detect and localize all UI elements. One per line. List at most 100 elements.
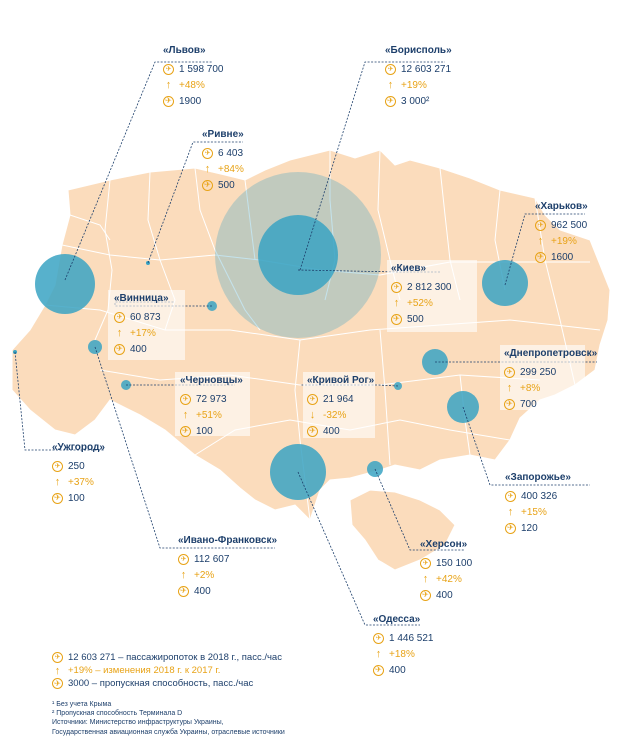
city-name: «Ужгород» — [52, 442, 105, 453]
up-arrow-icon: ↑ — [375, 647, 382, 660]
capacity-icon: ✈ — [385, 95, 396, 107]
footnote-2: ² Пропускная способность Терминала D — [52, 710, 183, 718]
up-arrow-icon: ↑ — [182, 408, 189, 421]
capacity-value: 700 — [520, 398, 537, 410]
change-value: +8% — [520, 382, 541, 394]
up-arrow-icon: ↑ — [204, 162, 211, 175]
up-arrow-icon: ↑ — [507, 505, 514, 518]
city-name: «Винница» — [114, 293, 169, 304]
airport-circles — [13, 172, 528, 500]
change-value: +84% — [218, 163, 244, 175]
city-name: «Днепропетровск» — [504, 348, 598, 359]
capacity-icon: ✈ — [307, 425, 318, 437]
city-rivne: «Ривне» ✈ 6 403 ↑ +84% ✈ 500 — [202, 128, 244, 193]
kharkiv-circle — [482, 260, 528, 306]
capacity-value: 400 — [130, 343, 147, 355]
passenger-icon: ✈ — [420, 557, 431, 569]
up-arrow-icon: ↑ — [393, 296, 400, 309]
capacity-value: 400 — [389, 664, 406, 676]
passenger-icon: ✈ — [202, 147, 213, 159]
passenger-icon: ✈ — [505, 490, 516, 502]
passenger-icon: ✈ — [385, 63, 396, 75]
up-arrow-icon: ↑ — [506, 381, 513, 394]
up-arrow-icon: ↑ — [54, 664, 61, 677]
city-chernivtsi: «Черновцы» ✈ 72 973 ↑ +51% ✈ 100 — [180, 374, 243, 439]
change-value: +48% — [179, 79, 205, 91]
up-arrow-icon: ↑ — [165, 78, 172, 91]
city-boryspil: «Борисполь» ✈ 12 603 271 ↑ +19% ✈ 3 000² — [385, 44, 452, 109]
legend-capacity: 3000 – пропускная способность, пасс./час — [68, 678, 254, 689]
capacity-value: 3 000² — [401, 95, 430, 107]
capacity-icon: ✈ — [52, 678, 63, 689]
sources-line-1: Источники: Министерство инфраструктуры У… — [52, 719, 224, 727]
up-arrow-icon: ↑ — [387, 78, 394, 91]
change-value: +52% — [407, 297, 433, 309]
capacity-value: 1900 — [179, 95, 202, 107]
passengers-value: 12 603 271 — [401, 63, 452, 75]
passengers-value: 72 973 — [196, 393, 227, 405]
city-name: «Ивано-Франковск» — [178, 535, 278, 546]
city-name: «Запорожье» — [505, 472, 571, 483]
dnipro-panel — [500, 345, 585, 410]
up-arrow-icon: ↑ — [180, 568, 187, 581]
capacity-value: 1600 — [551, 251, 574, 263]
lviv-circle — [35, 254, 95, 314]
capacity-icon: ✈ — [163, 95, 174, 107]
capacity-value: 400 — [194, 585, 211, 597]
passenger-icon: ✈ — [180, 393, 191, 405]
change-value: +19% — [551, 235, 577, 247]
passengers-value: 1 598 700 — [179, 63, 224, 75]
change-value: +51% — [196, 409, 222, 421]
capacity-icon: ✈ — [535, 251, 546, 263]
city-name: «Львов» — [163, 45, 206, 56]
capacity-icon: ✈ — [52, 492, 63, 504]
change-value: -32% — [323, 409, 347, 421]
capacity-value: 500 — [407, 313, 424, 325]
up-arrow-icon: ↑ — [537, 234, 544, 247]
city-name: «Киев» — [391, 263, 427, 274]
kyiv-circle — [258, 215, 338, 295]
change-value: +42% — [436, 573, 462, 585]
passenger-icon: ✈ — [52, 460, 63, 472]
passengers-value: 112 607 — [194, 553, 230, 565]
change-value: +37% — [68, 476, 94, 488]
city-kryvyi-rih: «Кривой Рог» ✈ 21 964 ↓ -32% ✈ 400 — [307, 374, 374, 439]
up-arrow-icon: ↑ — [116, 326, 123, 339]
city-uzhhorod: «Ужгород» ✈ 250 ↑ +37% ✈ 100 — [52, 441, 105, 506]
capacity-value: 400 — [323, 425, 340, 437]
up-arrow-icon: ↑ — [54, 475, 61, 488]
capacity-icon: ✈ — [391, 313, 402, 325]
city-name: «Одесса» — [373, 614, 421, 625]
capacity-icon: ✈ — [373, 664, 384, 676]
city-zaporizhia: «Запорожье» ✈ 400 326 ↑ +15% ✈ 120 — [505, 471, 571, 536]
passengers-value: 2 812 300 — [407, 281, 452, 293]
passenger-icon: ✈ — [391, 281, 402, 293]
down-arrow-icon: ↓ — [309, 408, 316, 421]
city-kherson: «Херсон» ✈ 150 100 ↑ +42% ✈ 400 — [420, 538, 472, 603]
city-lviv: «Львов» ✈ 1 598 700 ↑ +48% ✈ 1900 — [163, 44, 224, 109]
legend-change: +19% – изменения 2018 г. к 2017 г. — [68, 665, 221, 676]
capacity-value: 400 — [436, 589, 453, 601]
change-value: +18% — [389, 648, 415, 660]
footnotes: ¹ Без учета Крыма ² Пропускная способнос… — [52, 700, 285, 737]
sources-line-2: Государственная авиационная служба Украи… — [52, 728, 285, 736]
passengers-value: 60 873 — [130, 311, 161, 323]
change-value: +17% — [130, 327, 156, 339]
capacity-icon: ✈ — [180, 425, 191, 437]
passengers-value: 250 — [68, 460, 85, 472]
capacity-icon: ✈ — [202, 179, 213, 191]
passengers-value: 400 326 — [521, 490, 558, 502]
passenger-icon: ✈ — [114, 311, 125, 323]
change-value: +2% — [194, 569, 215, 581]
passengers-value: 6 403 — [218, 147, 244, 159]
city-name: «Харьков» — [535, 201, 588, 212]
city-name: «Борисполь» — [385, 45, 452, 56]
passengers-value: 1 446 521 — [389, 632, 434, 644]
capacity-icon: ✈ — [114, 343, 125, 355]
change-value: +15% — [521, 506, 547, 518]
passenger-icon: ✈ — [373, 632, 384, 644]
capacity-value: 100 — [196, 425, 213, 437]
passengers-value: 150 100 — [436, 557, 473, 569]
city-name: «Черновцы» — [180, 375, 243, 386]
passenger-icon: ✈ — [163, 63, 174, 75]
